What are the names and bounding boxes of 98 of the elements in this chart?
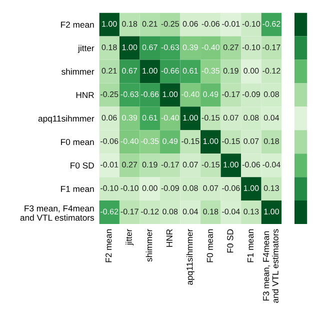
y-tick-label: jitter xyxy=(78,44,94,53)
data-label: 0.08 xyxy=(264,91,279,98)
data-label: 0.07 xyxy=(244,138,259,144)
data-label: 0.08 xyxy=(244,114,259,121)
data-label: -0.04 xyxy=(262,162,280,168)
data-label: 0.67 xyxy=(122,68,138,74)
data-label: -0.09 xyxy=(161,185,179,191)
data-label: -0.25 xyxy=(100,91,118,98)
data-label: 0.27 xyxy=(122,162,138,168)
data-label: 1.00 xyxy=(224,162,238,168)
data-label: 0.00 xyxy=(142,185,158,191)
data-label: -0.40 xyxy=(182,91,200,98)
data-label: 0.04 xyxy=(182,208,198,214)
x-tick-label: F0 mean xyxy=(206,229,213,262)
y-tick-label: apq11sihmmer xyxy=(38,115,94,124)
data-label: -0.12 xyxy=(262,68,280,74)
data-label: 0.07 xyxy=(223,114,238,121)
data-label: 0.13 xyxy=(244,208,259,214)
data-label: -0.01 xyxy=(100,162,118,168)
data-label: -0.66 xyxy=(141,91,159,98)
x-tick-label: shimmer xyxy=(146,229,152,262)
data-label: -0.35 xyxy=(202,68,220,74)
data-label: -0.63 xyxy=(161,44,179,50)
data-label: -0.01 xyxy=(222,20,240,27)
data-label: 0.61 xyxy=(182,68,198,74)
data-label: 0.49 xyxy=(203,91,218,98)
data-label: 0.67 xyxy=(142,44,158,50)
data-label: 0.19 xyxy=(223,68,238,74)
data-label: 0.18 xyxy=(122,20,138,27)
data-label: 0.61 xyxy=(142,114,158,121)
data-label: 1.00 xyxy=(162,91,178,98)
data-label: 1.00 xyxy=(264,208,279,214)
data-label: -0.40 xyxy=(161,114,179,121)
data-label: -0.06 xyxy=(202,20,220,27)
data-label: -0.10 xyxy=(242,20,260,27)
data-label: 0.19 xyxy=(142,162,158,168)
data-label: 1.00 xyxy=(203,138,218,144)
data-label: -0.62 xyxy=(262,20,280,27)
data-label: -0.62 xyxy=(100,208,118,214)
data-label: -0.04 xyxy=(222,208,240,214)
data-label: -0.10 xyxy=(100,185,118,191)
data-label: 0.00 xyxy=(244,68,259,74)
data-label: -0.40 xyxy=(120,138,138,144)
y-tick-label: HNR xyxy=(76,92,94,98)
x-tick-label: F1 mean xyxy=(248,229,254,262)
data-label: -0.40 xyxy=(202,44,220,50)
data-label: 1.00 xyxy=(244,185,259,191)
data-label: 0.18 xyxy=(203,208,218,214)
data-label: -0.17 xyxy=(262,44,280,50)
data-label: -0.06 xyxy=(100,138,118,144)
data-label: -0.15 xyxy=(202,114,220,121)
data-label: 1.00 xyxy=(102,20,117,27)
data-label: -0.17 xyxy=(222,91,240,98)
data-label: -0.06 xyxy=(242,162,260,168)
data-label: 0.27 xyxy=(223,44,238,50)
data-label: 0.21 xyxy=(142,20,158,27)
y-tick-label: F0 SD xyxy=(70,162,94,169)
data-label: 0.07 xyxy=(203,185,218,191)
data-label: -0.63 xyxy=(120,91,138,98)
data-label: -0.17 xyxy=(120,208,138,214)
data-label: -0.10 xyxy=(120,185,138,191)
data-label: -0.17 xyxy=(161,162,179,168)
data-label: -0.09 xyxy=(242,91,260,98)
data-label: 0.08 xyxy=(182,185,198,191)
data-label: -0.15 xyxy=(182,138,200,144)
data-label: 0.18 xyxy=(264,138,279,144)
data-label: 0.04 xyxy=(264,114,280,121)
data-label: -0.15 xyxy=(202,162,220,168)
data-label: -0.06 xyxy=(222,185,240,191)
y-tick-label: F0 mean xyxy=(61,138,94,146)
data-label: 0.07 xyxy=(182,162,198,168)
y-tick-label: F2 mean xyxy=(61,22,94,28)
data-label: -0.10 xyxy=(242,44,260,50)
data-label: 0.06 xyxy=(182,20,198,27)
y-tick-label: shimmer xyxy=(62,68,94,75)
data-label: 0.08 xyxy=(162,208,178,214)
x-tick-label: F0 SD xyxy=(227,229,234,253)
data-label: -0.15 xyxy=(222,138,240,144)
data-label: 0.13 xyxy=(264,185,279,191)
data-label: 0.39 xyxy=(122,114,138,121)
data-label: -0.25 xyxy=(161,20,179,27)
y-tick-label: F1 mean xyxy=(61,186,94,192)
data-label: 1.00 xyxy=(183,114,198,121)
data-label: 0.39 xyxy=(182,44,198,50)
data-label: 0.18 xyxy=(102,44,117,50)
data-label: -0.66 xyxy=(161,68,179,74)
data-label: 0.49 xyxy=(162,138,178,144)
x-tick-label: apq11sihmmer xyxy=(186,229,194,285)
x-tick-label: HNR xyxy=(166,229,172,247)
data-label: 1.00 xyxy=(142,68,158,74)
data-label: 0.21 xyxy=(102,68,117,74)
x-tick-label: jitter xyxy=(126,229,134,246)
data-label: 1.00 xyxy=(122,44,138,50)
y-tick-label: F3 mean, F4mean and VTL estimators xyxy=(20,205,94,221)
data-label: -0.12 xyxy=(141,208,159,214)
x-tick-label: F3 mean, F4mean and VTL estimators xyxy=(263,229,278,303)
data-label: -0.35 xyxy=(141,138,159,144)
data-label: 0.06 xyxy=(102,114,117,121)
